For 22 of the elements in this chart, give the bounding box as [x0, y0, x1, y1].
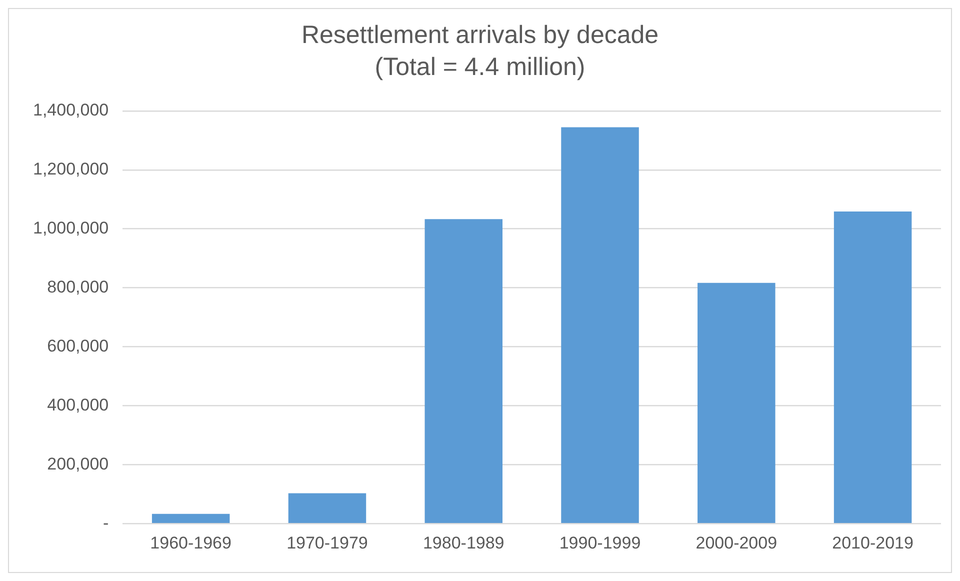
x-tick-label: 1970-1979	[286, 533, 368, 552]
x-tick-label: 2000-2009	[696, 533, 778, 552]
y-tick-label: 800,000	[47, 278, 109, 297]
y-tick-label: -	[102, 513, 109, 532]
bar	[834, 212, 912, 523]
chart-subtitle: (Total = 4.4 million)	[374, 52, 586, 81]
x-tick-label: 1990-1999	[559, 533, 641, 552]
y-tick-label: 1,000,000	[32, 218, 109, 238]
bar	[424, 219, 502, 523]
y-tick-label: 400,000	[47, 395, 109, 414]
bar	[288, 493, 366, 523]
x-tick-label: 1960-1969	[150, 533, 232, 552]
bar	[561, 127, 639, 523]
bar	[152, 514, 230, 523]
y-tick-label: 600,000	[47, 336, 109, 356]
y-tick-label: 1,200,000	[32, 160, 109, 179]
y-tick-label: 1,400,000	[32, 100, 109, 120]
x-tick-label: 2010-2019	[832, 533, 914, 552]
chart-title: Resettlement arrivals by decade	[301, 20, 659, 49]
bar	[698, 282, 776, 523]
x-tick-label: 1980-1989	[422, 533, 504, 552]
y-tick-label: 200,000	[47, 454, 109, 474]
